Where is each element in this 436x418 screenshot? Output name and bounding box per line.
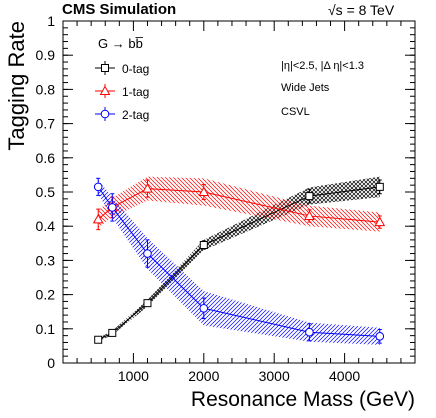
legend-label: 2-tag [122, 108, 149, 122]
data-point-2-tag [305, 327, 314, 337]
data-point-1-tag [92, 213, 104, 224]
y-tick-label: 0.1 [36, 321, 56, 337]
legend-marker [100, 109, 110, 119]
x-tick-label: 3000 [259, 368, 290, 384]
data-point-0-tag [143, 299, 152, 308]
y-axis-title: Tagging Rate [4, 21, 29, 151]
y-tick-label: 0.3 [36, 252, 56, 268]
data-point-2-tag [143, 249, 152, 258]
y-tick-label: 0.8 [36, 81, 56, 97]
legend-marker [99, 85, 111, 95]
x-tick-label: 1000 [118, 368, 149, 384]
header-energy: √s = 8 TeV [328, 2, 395, 18]
annotation-wide-jets: Wide Jets [281, 82, 330, 94]
data-point-0-tag [108, 328, 117, 337]
y-tick-label: 0.5 [36, 184, 56, 200]
x-tick-label: 4000 [329, 368, 360, 384]
data-point-2-tag [93, 182, 103, 192]
legend-label: 1-tag [122, 85, 149, 99]
x-tick-label: 2000 [188, 368, 219, 384]
data-point-1-tag [374, 216, 386, 227]
y-tick-label: 0.9 [36, 47, 56, 63]
data-point-2-tag [199, 303, 209, 313]
data-point-0-tag [305, 192, 314, 201]
x-axis-title: Resonance Mass (GeV) [191, 388, 415, 411]
annotation-eta-cut: |η|<2.5, |Δ η|<1.3 [281, 60, 365, 72]
data-point-0-tag [375, 182, 384, 191]
y-tick-label: 0.6 [36, 150, 56, 166]
data-point-2-tag [375, 332, 385, 341]
y-tick-label: 0.2 [36, 287, 56, 303]
annotation-csvl: CSVL [281, 106, 310, 118]
header-experiment: CMS Simulation [62, 1, 177, 18]
band-2-tag [98, 180, 380, 345]
data-point-0-tag [199, 241, 208, 250]
data-point-2-tag [107, 203, 117, 212]
y-tick-label: 0 [47, 355, 55, 371]
legend-marker [101, 64, 109, 72]
data-point-1-tag [142, 183, 153, 193]
y-tick-label: 1 [47, 13, 55, 29]
legend-header: G → bb̅ [98, 36, 143, 51]
data-point-1-tag [304, 210, 315, 220]
y-tick-label: 0.7 [36, 116, 56, 132]
y-tick-label: 0.4 [36, 218, 56, 234]
data-point-0-tag [94, 335, 103, 344]
legend-label: 0-tag [122, 62, 149, 76]
band-0-tag [98, 176, 380, 342]
data-point-1-tag [198, 186, 210, 196]
